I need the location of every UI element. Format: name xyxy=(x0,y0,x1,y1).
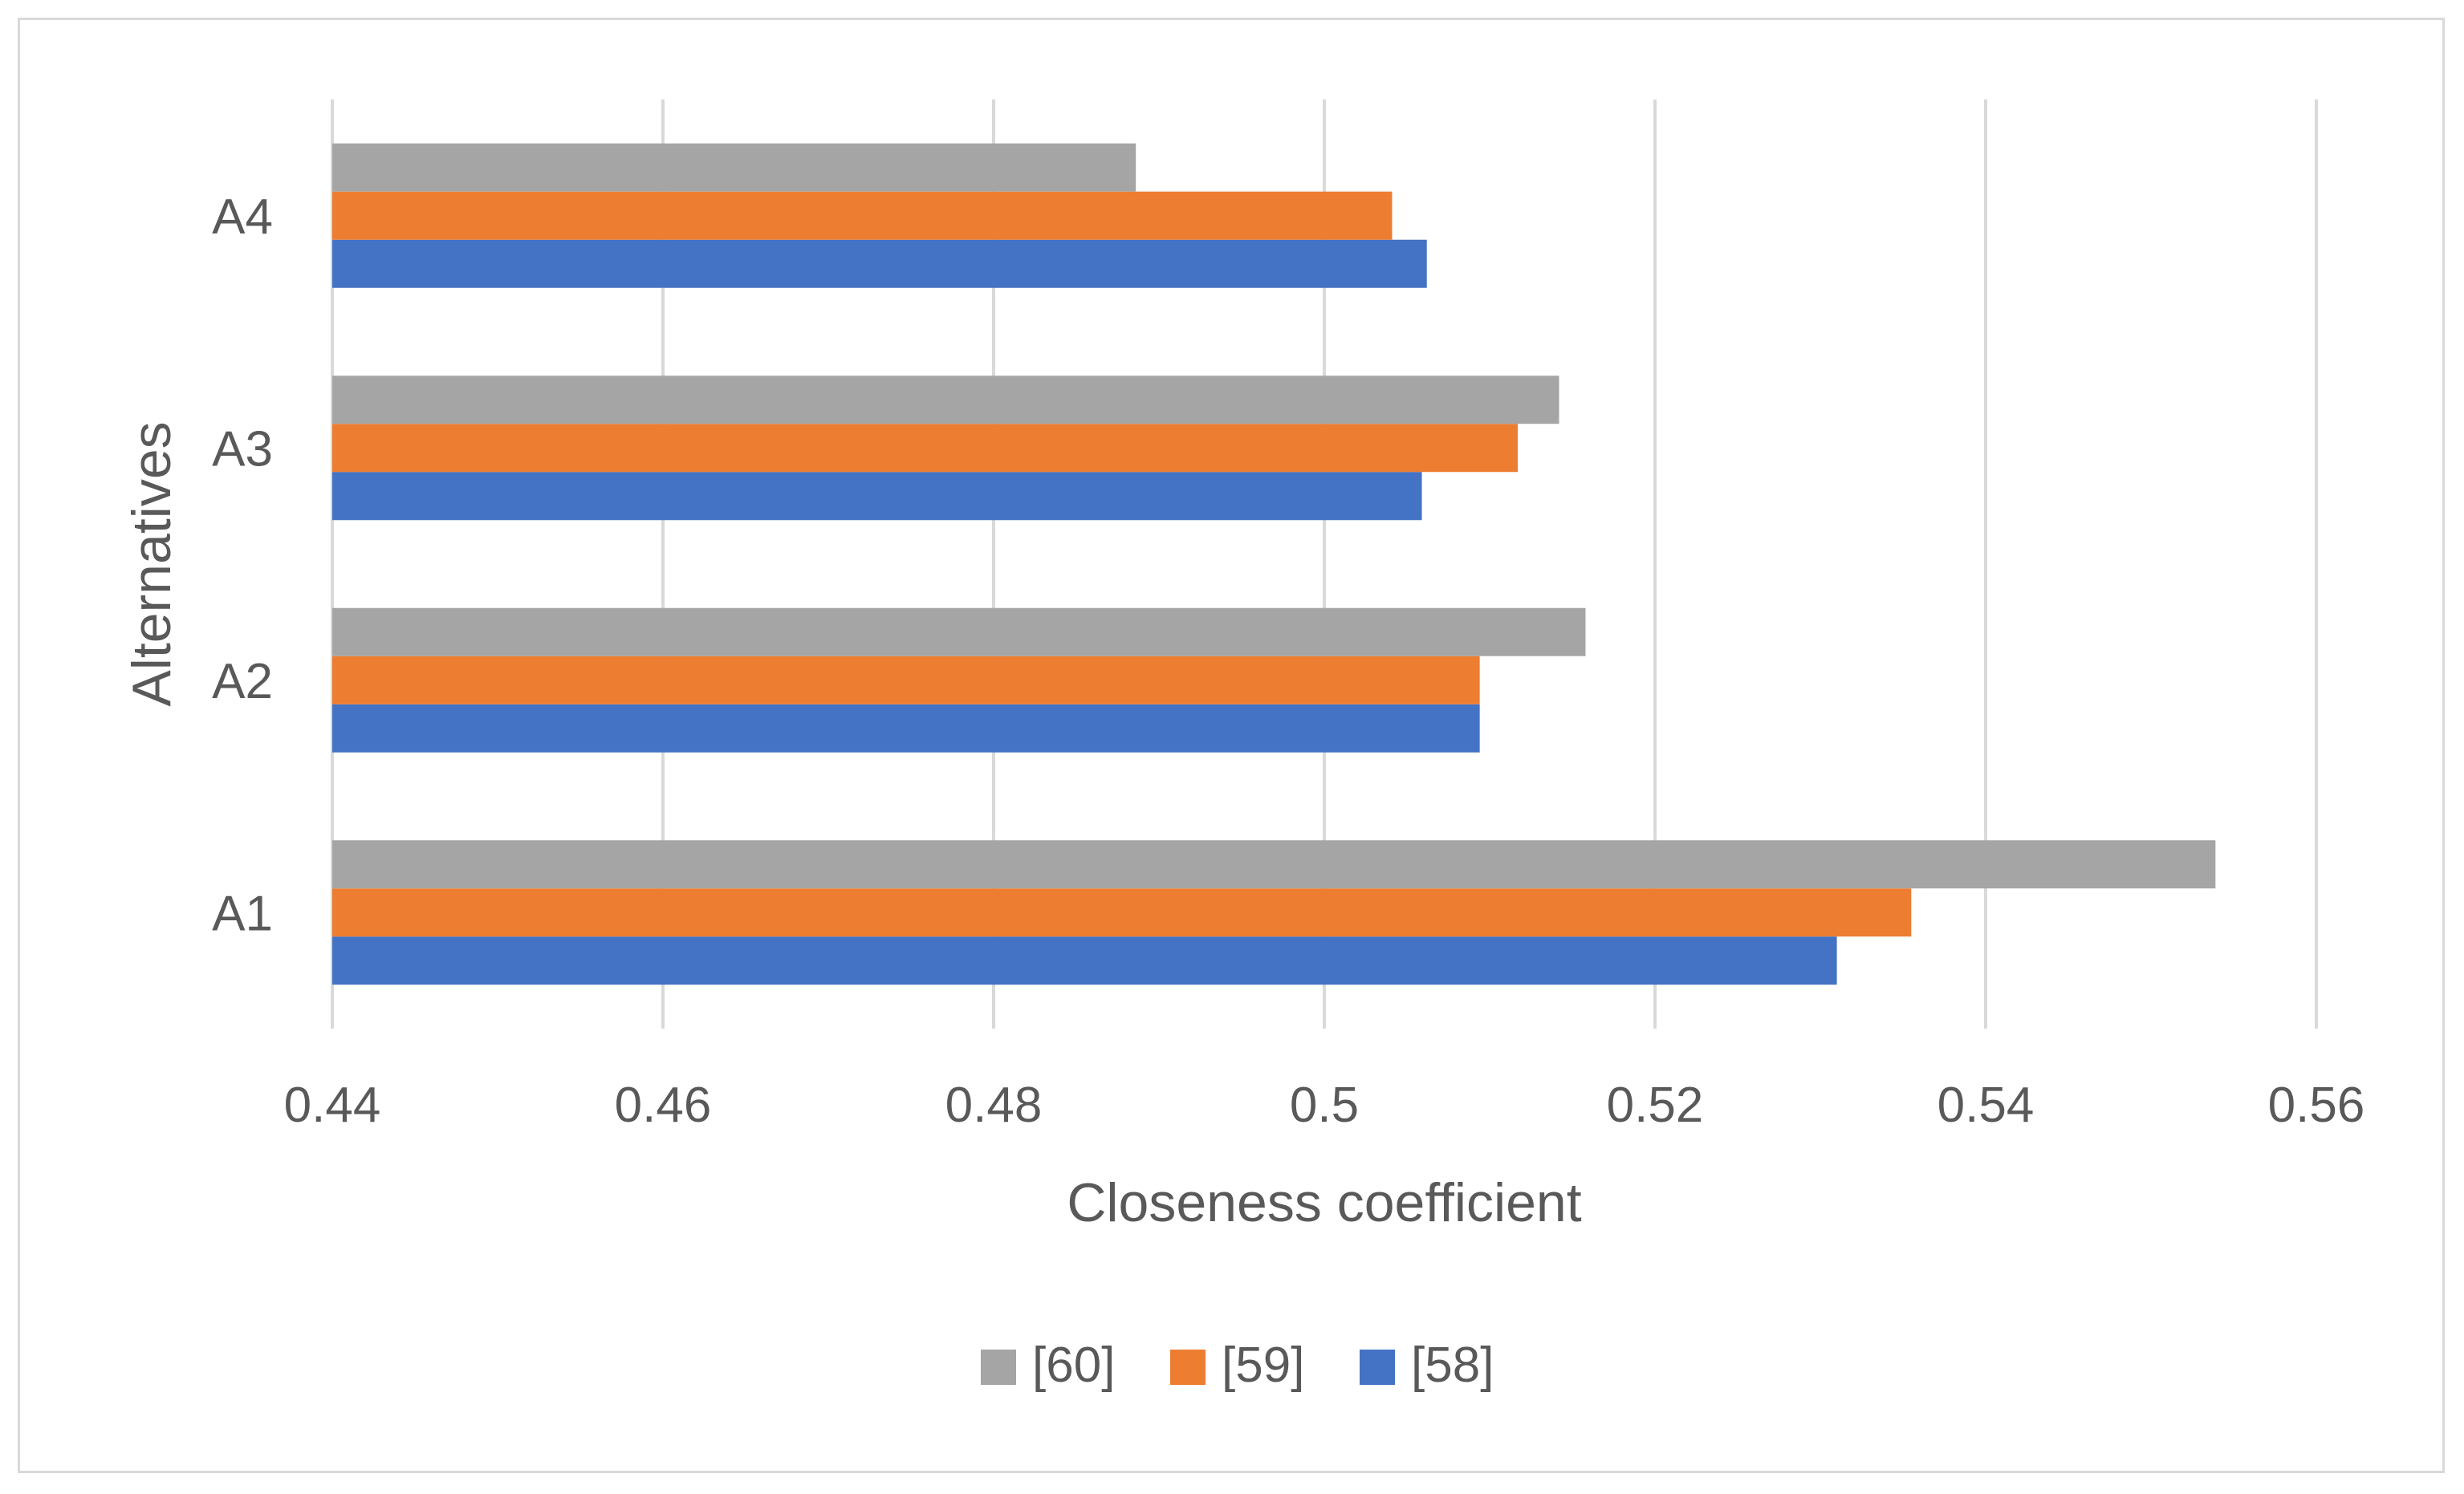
y-tick-label: A3 xyxy=(212,421,273,477)
x-tick-label: 0.46 xyxy=(615,1078,712,1133)
bars-layer xyxy=(332,143,2216,985)
x-tick-label: 0.52 xyxy=(1607,1078,1704,1133)
legend-label: [59] xyxy=(1222,1338,1304,1393)
bar-a3-series-2 xyxy=(332,376,1559,424)
bar-a2-series-2 xyxy=(332,607,1586,656)
y-axis-ticks: A1 A2 A3 A4 xyxy=(212,189,273,942)
bar-a3-series-0 xyxy=(332,472,1422,521)
bar-a2-series-0 xyxy=(332,704,1480,753)
x-axis-title: Closeness coefficient xyxy=(1067,1172,1581,1233)
bar-a4-series-0 xyxy=(332,239,1427,288)
y-tick-label: A1 xyxy=(212,886,273,941)
x-tick-label: 0.44 xyxy=(284,1078,381,1133)
bar-a2-series-1 xyxy=(332,656,1480,704)
bar-a4-series-2 xyxy=(332,143,1136,192)
bar-a1-series-0 xyxy=(332,936,1837,985)
legend-label: [58] xyxy=(1411,1338,1494,1393)
x-tick-label: 0.56 xyxy=(2268,1078,2365,1133)
legend-swatch xyxy=(1170,1350,1206,1385)
x-tick-label: 0.48 xyxy=(945,1078,1043,1133)
x-tick-label: 0.5 xyxy=(1290,1078,1359,1133)
y-tick-label: A2 xyxy=(212,654,273,709)
bar-a3-series-1 xyxy=(332,424,1519,473)
x-tick-label: 0.54 xyxy=(1937,1078,2035,1133)
bar-a1-series-1 xyxy=(332,888,1912,937)
legend-swatch xyxy=(1360,1350,1395,1385)
legend-swatch xyxy=(981,1350,1016,1385)
bar-a1-series-2 xyxy=(332,840,2216,889)
y-tick-label: A4 xyxy=(212,189,273,245)
x-axis-ticks: 0.44 0.46 0.48 0.5 0.52 0.54 0.56 xyxy=(284,1078,2365,1133)
legend: [60] [59] [58] xyxy=(981,1338,1494,1393)
legend-label: [60] xyxy=(1032,1338,1115,1393)
y-axis-title: Alternatives xyxy=(121,421,182,706)
bar-a4-series-1 xyxy=(332,191,1393,240)
